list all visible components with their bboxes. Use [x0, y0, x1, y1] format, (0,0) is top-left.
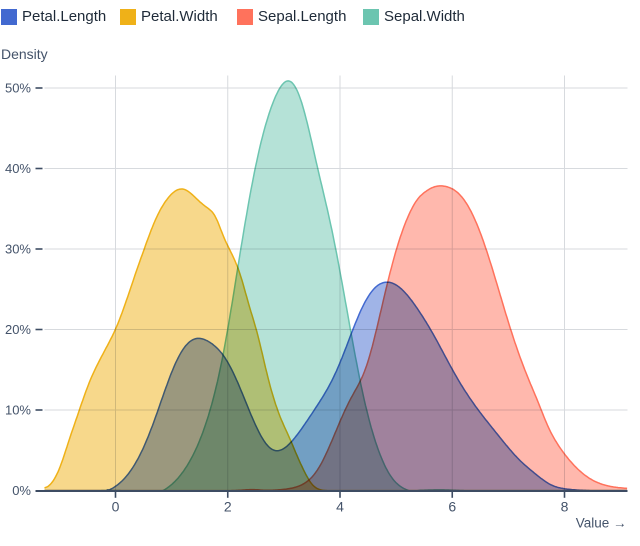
svg-text:Value →: Value → — [576, 516, 627, 531]
svg-text:40%: 40% — [5, 161, 31, 176]
svg-text:20%: 20% — [5, 322, 31, 337]
svg-text:Density: Density — [1, 46, 48, 62]
svg-text:0: 0 — [112, 499, 120, 515]
svg-text:0%: 0% — [12, 483, 31, 498]
svg-text:2: 2 — [224, 499, 232, 515]
svg-text:8: 8 — [561, 499, 569, 515]
svg-text:10%: 10% — [5, 403, 31, 418]
svg-text:4: 4 — [336, 499, 344, 515]
svg-text:6: 6 — [448, 499, 456, 515]
svg-text:30%: 30% — [5, 242, 31, 257]
svg-text:50%: 50% — [5, 81, 31, 96]
